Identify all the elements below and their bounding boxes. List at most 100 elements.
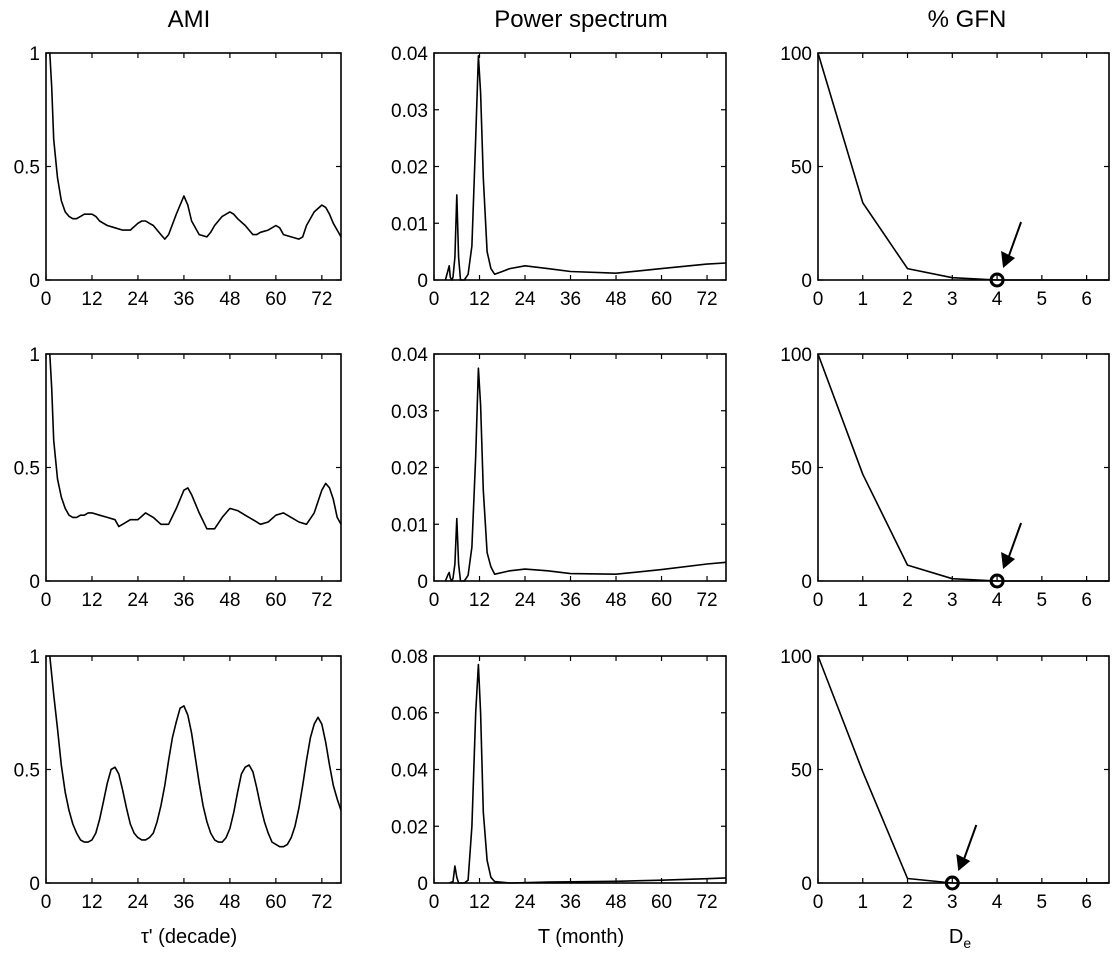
y-tick-label: 50 (791, 761, 812, 782)
column-title-gfn: % GFN (928, 6, 1007, 33)
x-tick-label: 2 (902, 289, 913, 310)
x-tick-label: 36 (560, 892, 581, 913)
y-tick-label: 0 (417, 874, 428, 895)
y-tick-label: 0.01 (391, 515, 428, 536)
y-tick-label: 50 (791, 158, 812, 179)
x-tick-label: 24 (127, 892, 149, 913)
x-tick-label: 4 (992, 289, 1003, 310)
axes-frame (817, 52, 1110, 281)
y-tick-label: 100 (780, 345, 812, 366)
selected-dimension-marker (989, 573, 1005, 589)
x-tick-label: 48 (219, 590, 240, 611)
x-tick-label: 4 (992, 590, 1003, 611)
y-tick-label: 0 (29, 572, 40, 593)
x-tick-label: 12 (469, 892, 490, 913)
axes-frame (45, 353, 342, 582)
x-tick-label: 48 (605, 289, 626, 310)
column-title-ami: AMI (168, 6, 211, 33)
selected-dimension-marker (989, 272, 1005, 288)
x-tick-label: 60 (651, 590, 672, 611)
subplot-r2-c1: 0 12 24 36 48 60 72 0 0.02 0.04 0.06 0.08 (391, 647, 727, 913)
selected-dimension-marker (944, 875, 960, 891)
pointer-arrow-shaft (962, 824, 978, 862)
xlabel-gfn-subscript: e (963, 935, 971, 951)
subplot-r1-c1: 0 12 24 36 48 60 72 0 0.01 0.02 0.03 0.04 (391, 345, 727, 611)
x-tick-label: 60 (651, 892, 672, 913)
x-tick-label: 1 (857, 289, 868, 310)
y-tick-label: 0 (417, 572, 428, 593)
x-tick-label: 12 (469, 289, 490, 310)
data-series-line (444, 367, 727, 582)
axes-frame (433, 655, 727, 884)
x-tick-label: 48 (605, 892, 626, 913)
y-tick-label: 0.04 (391, 345, 428, 366)
x-tick-label: 6 (1081, 289, 1092, 310)
data-series-line (817, 353, 1109, 582)
y-tick-label: 0 (801, 874, 812, 895)
y-tick-label: 0.03 (391, 101, 428, 122)
x-tick-label: 12 (469, 590, 490, 611)
data-series-line (49, 655, 342, 848)
x-tick-label: 48 (605, 590, 626, 611)
x-tick-label: 5 (1037, 892, 1048, 913)
x-tick-label: 5 (1037, 590, 1048, 611)
x-tick-label: 36 (560, 289, 581, 310)
x-tick-label: 0 (41, 289, 52, 310)
x-tick-label: 3 (947, 892, 958, 913)
x-tick-label: 0 (813, 892, 824, 913)
xlabel-power-spectrum: T (month) (538, 926, 624, 948)
y-tick-label: 100 (780, 647, 812, 668)
y-tick-label: 0.04 (391, 44, 428, 65)
axes-frame (45, 655, 342, 884)
x-tick-label: 24 (127, 590, 149, 611)
y-tick-label: 0.04 (391, 761, 428, 782)
xlabel-ami: τ' (decade) (141, 926, 237, 948)
x-tick-label: 60 (265, 892, 286, 913)
subplot-r0-c0: 0 12 24 36 48 60 72 0 0.5 1 (14, 44, 342, 310)
x-tick-label: 36 (173, 289, 194, 310)
x-tick-label: 2 (902, 590, 913, 611)
x-tick-label: 48 (219, 892, 240, 913)
x-tick-label: 0 (813, 289, 824, 310)
x-tick-label: 1 (857, 590, 868, 611)
x-tick-label: 0 (41, 590, 52, 611)
x-tick-label: 48 (219, 289, 240, 310)
subplot-r1-c2: 0 1 2 3 4 5 6 0 50 100 (780, 345, 1110, 611)
y-tick-label: 0.5 (14, 459, 40, 480)
x-tick-label: 24 (514, 289, 536, 310)
x-tick-label: 36 (173, 590, 194, 611)
x-tick-label: 24 (514, 590, 536, 611)
x-tick-label: 0 (41, 892, 52, 913)
x-tick-label: 60 (265, 590, 286, 611)
data-series-line (49, 52, 342, 240)
subplot-r0-c2: 0 1 2 3 4 5 6 0 50 100 (780, 44, 1110, 310)
axes-frame (45, 52, 342, 281)
x-tick-label: 0 (429, 289, 440, 310)
subplot-r2-c0: 0 12 24 36 48 60 72 0 0.5 1 (14, 647, 342, 913)
subplot-r0-c1: 0 12 24 36 48 60 72 0 0.01 0.02 0.03 0.04 (391, 44, 727, 310)
y-tick-label: 1 (29, 44, 40, 65)
y-tick-label: 50 (791, 459, 812, 480)
x-tick-label: 60 (265, 289, 286, 310)
x-tick-label: 60 (651, 289, 672, 310)
x-tick-label: 6 (1081, 892, 1092, 913)
y-tick-label: 0 (801, 572, 812, 593)
y-tick-label: 0.02 (391, 817, 428, 838)
data-series-line (817, 655, 1109, 884)
data-series-line (817, 52, 1109, 281)
xlabel-gfn: De (949, 926, 971, 951)
x-tick-label: 72 (696, 892, 717, 913)
x-tick-label: 36 (173, 892, 194, 913)
x-tick-label: 1 (857, 892, 868, 913)
x-tick-label: 36 (560, 590, 581, 611)
subplot-r1-c0: 0 12 24 36 48 60 72 0 0.5 1 (14, 345, 342, 611)
pointer-arrow-shaft (1007, 221, 1023, 259)
y-tick-label: 1 (29, 647, 40, 668)
pointer-arrow-shaft (1007, 522, 1023, 560)
x-tick-label: 72 (311, 289, 332, 310)
y-tick-label: 100 (780, 44, 812, 65)
x-tick-label: 12 (81, 289, 102, 310)
data-series-line (448, 663, 727, 884)
